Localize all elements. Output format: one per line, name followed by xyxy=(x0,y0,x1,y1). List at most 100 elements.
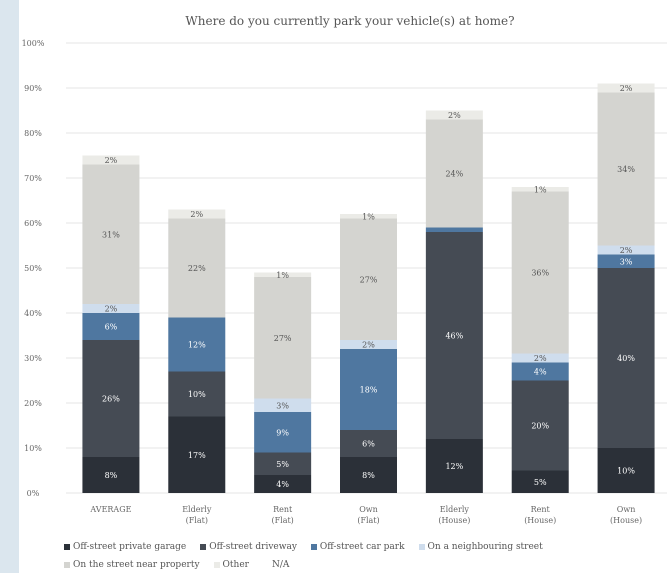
y-tick-label: 70% xyxy=(24,174,42,183)
bar-segment xyxy=(168,416,226,493)
bar-segment xyxy=(82,164,140,304)
y-tick-label: 80% xyxy=(24,129,42,138)
data-label: 36% xyxy=(531,269,549,278)
data-label: 2% xyxy=(534,354,547,363)
legend-label: On a neighbouring street xyxy=(427,542,543,552)
legend-item: N/A xyxy=(263,560,289,570)
legend-item: Off-street driveway xyxy=(200,542,297,552)
y-tick-label: 90% xyxy=(24,84,42,93)
bar-segment xyxy=(340,218,397,340)
legend-swatch xyxy=(263,562,269,568)
legend-label: N/A xyxy=(271,560,290,570)
bar-segment xyxy=(340,349,397,430)
bar-segment xyxy=(597,254,655,268)
y-tick-label: 100% xyxy=(22,39,45,48)
data-label: 26% xyxy=(102,395,120,404)
legend-label: Off-street driveway xyxy=(209,542,297,552)
bar-segment xyxy=(597,268,655,448)
legend-label: Off-street private garage xyxy=(73,542,187,552)
bar-segment xyxy=(168,218,226,318)
data-label: 24% xyxy=(445,170,463,179)
data-label: 2% xyxy=(448,111,461,120)
data-label: 22% xyxy=(188,264,206,273)
x-tick-label: Elderly xyxy=(440,505,470,514)
bar-segment xyxy=(340,340,397,349)
legend-label: Off-street car park xyxy=(319,542,405,552)
bar-segment xyxy=(425,119,483,228)
bar-segment xyxy=(597,448,655,493)
legend-item: Other xyxy=(213,560,249,570)
bar-segment xyxy=(254,475,312,493)
data-label: 2% xyxy=(620,84,633,93)
data-label: 3% xyxy=(620,257,633,266)
bar-segment xyxy=(168,371,226,417)
bar-segment xyxy=(425,232,483,439)
data-label: 1% xyxy=(276,271,289,280)
bar-segment xyxy=(254,277,312,399)
data-label: 27% xyxy=(360,275,378,284)
data-label: 17% xyxy=(188,451,206,460)
bar-segment xyxy=(425,227,483,232)
data-label: 2% xyxy=(620,246,633,255)
bar-segment xyxy=(340,457,397,493)
data-label: 27% xyxy=(274,334,292,343)
data-label: 2% xyxy=(362,341,375,350)
bar-segment xyxy=(82,457,140,493)
bar-segment xyxy=(254,272,312,277)
bar-segment xyxy=(511,187,569,192)
bar-segment xyxy=(597,92,655,246)
bar-segment xyxy=(82,304,140,313)
x-tick-label: Elderly xyxy=(182,505,212,514)
data-label: 1% xyxy=(362,212,375,221)
bar-segment xyxy=(340,214,397,219)
y-tick-label: 60% xyxy=(24,219,42,228)
legend-swatch xyxy=(64,544,70,550)
chart-title: Where do you currently park your vehicle… xyxy=(185,14,515,28)
x-tick-label: Rent xyxy=(273,505,293,514)
data-label: 12% xyxy=(188,341,206,350)
bar-segment xyxy=(425,110,483,120)
data-label: 10% xyxy=(617,467,635,476)
bar-segment xyxy=(597,83,655,93)
bar-segment xyxy=(511,380,569,471)
legend-label: Other xyxy=(222,560,249,570)
x-tick-label: (House) xyxy=(610,516,642,525)
y-tick-label: 20% xyxy=(24,399,42,408)
left-edge-strip xyxy=(0,0,19,573)
x-tick-label: (Flat) xyxy=(357,516,379,525)
x-tick-label: (House) xyxy=(438,516,470,525)
data-label: 5% xyxy=(534,478,547,487)
bar-segment xyxy=(82,313,140,340)
y-tick-label: 0% xyxy=(27,489,40,498)
y-tick-label: 40% xyxy=(24,309,42,318)
data-label: 20% xyxy=(531,422,549,431)
bar-segment xyxy=(82,155,140,165)
data-label: 3% xyxy=(276,401,289,410)
data-label: 10% xyxy=(188,390,206,399)
legend-item: On a neighbouring street xyxy=(418,542,543,552)
legend-swatch xyxy=(200,544,207,550)
bar-segment xyxy=(340,430,397,457)
data-label: 34% xyxy=(617,165,635,174)
data-label: 2% xyxy=(105,305,118,314)
y-tick-label: 50% xyxy=(24,264,42,273)
bar-segment xyxy=(168,317,226,372)
bar-segment xyxy=(511,470,569,493)
x-tick-label: Rent xyxy=(531,505,551,514)
data-label: 40% xyxy=(617,354,635,363)
data-label: 46% xyxy=(445,332,463,341)
legend-swatch xyxy=(64,562,70,568)
data-label: 2% xyxy=(190,210,203,219)
legend-item: Off-street car park xyxy=(310,542,405,552)
x-tick-label: Own xyxy=(359,505,378,514)
data-label: 8% xyxy=(105,471,118,480)
bar-segment xyxy=(82,340,140,457)
y-tick-label: 10% xyxy=(24,444,42,453)
data-label: 5% xyxy=(276,460,289,469)
data-label: 6% xyxy=(105,323,118,332)
x-tick-label: AVERAGE xyxy=(89,505,131,514)
legend-item: On the street near property xyxy=(64,560,200,570)
data-label: 18% xyxy=(360,386,378,395)
bar-segment xyxy=(168,209,226,219)
bar-segment xyxy=(511,353,569,363)
